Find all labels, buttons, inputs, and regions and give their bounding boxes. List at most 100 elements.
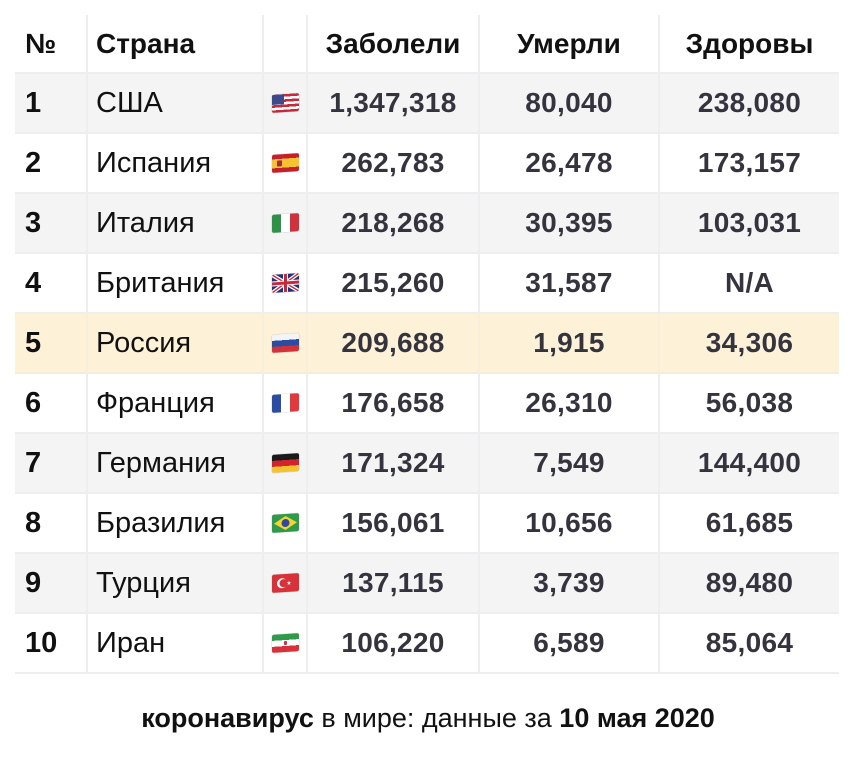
- recovered-value: N/A: [724, 267, 775, 298]
- table-row: 7 Германия 171,324 7,549 144,400: [15, 434, 839, 494]
- header-num: №: [15, 15, 88, 74]
- cases-value: 171,324: [341, 447, 445, 478]
- deaths-cell: 1,915: [480, 314, 660, 374]
- recovered-cell: 238,080: [660, 74, 839, 134]
- header-cases-label: Заболели: [325, 27, 461, 59]
- es-flag-icon: [271, 153, 299, 173]
- cases-cell: 106,220: [308, 614, 480, 674]
- ir-flag-icon: [271, 633, 299, 653]
- flag-cell: [264, 254, 308, 314]
- deaths-value: 80,040: [525, 87, 613, 118]
- cases-cell: 218,268: [308, 194, 480, 254]
- header-deaths-label: Умерли: [517, 27, 621, 59]
- cases-value: 215,260: [341, 267, 445, 298]
- ru-flag-icon: [271, 333, 299, 353]
- cases-cell: 171,324: [308, 434, 480, 494]
- flag-cell: [264, 74, 308, 134]
- table-row: 9 Турция 137,115 3,739 89,480: [15, 554, 839, 614]
- header-flag: [264, 15, 308, 74]
- recovered-cell: 85,064: [660, 614, 839, 674]
- rank-cell: 3: [15, 194, 88, 254]
- table-row: 8 Бразилия 156,061 10,656 61,685: [15, 494, 839, 554]
- table-row: 2 Испания 262,783 26,478 173,157: [15, 134, 839, 194]
- flag-cell: [264, 614, 308, 674]
- deaths-value: 31,587: [525, 267, 613, 298]
- table-row: 1 США 1,347,318 80,040 238,080: [15, 74, 839, 134]
- country-cell: Британия: [88, 254, 264, 314]
- cases-value: 262,783: [341, 147, 445, 178]
- deaths-value: 26,478: [525, 147, 613, 178]
- deaths-cell: 3,739: [480, 554, 660, 614]
- recovered-cell: N/A: [660, 254, 839, 314]
- deaths-value: 6,589: [533, 627, 605, 658]
- rank-cell: 2: [15, 134, 88, 194]
- cases-cell: 137,115: [308, 554, 480, 614]
- cases-value: 156,061: [341, 507, 445, 538]
- deaths-cell: 10,656: [480, 494, 660, 554]
- recovered-value: 34,306: [705, 327, 794, 358]
- flag-cell: [264, 314, 308, 374]
- header-deaths: Умерли: [480, 15, 660, 74]
- cases-cell: 262,783: [308, 134, 480, 194]
- recovered-cell: 103,031: [660, 194, 839, 254]
- cases-cell: 176,658: [308, 374, 480, 434]
- rank-cell: 6: [15, 374, 88, 434]
- rank-cell: 9: [15, 554, 88, 614]
- country-cell: Италия: [88, 194, 264, 254]
- recovered-value: 61,685: [705, 507, 794, 538]
- flag-cell: [264, 434, 308, 494]
- flag-cell: [264, 554, 308, 614]
- recovered-cell: 173,157: [660, 134, 839, 194]
- recovered-cell: 61,685: [660, 494, 839, 554]
- flag-cell: [264, 494, 308, 554]
- cases-cell: 1,347,318: [308, 74, 480, 134]
- rank-cell: 1: [15, 74, 88, 134]
- country-cell: Бразилия: [88, 494, 264, 554]
- caption-date: 10 мая 2020: [559, 703, 715, 733]
- br-flag-icon: [271, 513, 299, 533]
- table-header-row: № Страна Заболели Умерли Здоровы: [15, 15, 839, 74]
- recovered-value: 173,157: [697, 147, 802, 178]
- header-country-label: Страна: [96, 27, 196, 59]
- cases-value: 209,688: [341, 327, 445, 358]
- recovered-value: 238,080: [697, 87, 802, 118]
- header-recovered: Здоровы: [660, 15, 839, 74]
- table-row: 6 Франция 176,658 26,310 56,038: [15, 374, 839, 434]
- country-cell: Иран: [88, 614, 264, 674]
- cases-cell: 215,260: [308, 254, 480, 314]
- deaths-cell: 30,395: [480, 194, 660, 254]
- recovered-value: 85,064: [705, 627, 794, 658]
- recovered-value: 144,400: [697, 447, 802, 478]
- rank-cell: 8: [15, 494, 88, 554]
- country-cell: Россия: [88, 314, 264, 374]
- deaths-value: 3,739: [533, 567, 605, 598]
- cases-value: 1,347,318: [329, 87, 457, 118]
- flag-cell: [264, 134, 308, 194]
- recovered-cell: 56,038: [660, 374, 839, 434]
- cases-value: 106,220: [341, 627, 445, 658]
- deaths-value: 7,549: [533, 447, 605, 478]
- recovered-value: 56,038: [705, 387, 794, 418]
- flag-cell: [264, 194, 308, 254]
- table-row: 10 Иран 106,220 6,589 85,064: [15, 614, 839, 674]
- header-num-label: №: [25, 27, 57, 59]
- deaths-cell: 31,587: [480, 254, 660, 314]
- us-flag-icon: [271, 93, 299, 113]
- header-cases: Заболели: [308, 15, 480, 74]
- rank-cell: 7: [15, 434, 88, 494]
- deaths-cell: 6,589: [480, 614, 660, 674]
- deaths-value: 30,395: [525, 207, 613, 238]
- deaths-cell: 26,478: [480, 134, 660, 194]
- covid-stats-table: № Страна Заболели Умерли Здоровы 1 США 1…: [15, 15, 839, 674]
- tr-flag-icon: [271, 573, 299, 593]
- table-row: 4 Британия 215,260 31,587 N/A: [15, 254, 839, 314]
- recovered-cell: 89,480: [660, 554, 839, 614]
- rank-cell: 5: [15, 314, 88, 374]
- deaths-cell: 26,310: [480, 374, 660, 434]
- deaths-value: 10,656: [525, 507, 613, 538]
- table-row-highlighted: 5 Россия 209,688 1,915 34,306: [15, 314, 839, 374]
- country-cell: Турция: [88, 554, 264, 614]
- cases-value: 137,115: [342, 567, 444, 598]
- deaths-value: 1,915: [533, 327, 605, 358]
- header-recovered-label: Здоровы: [685, 27, 814, 59]
